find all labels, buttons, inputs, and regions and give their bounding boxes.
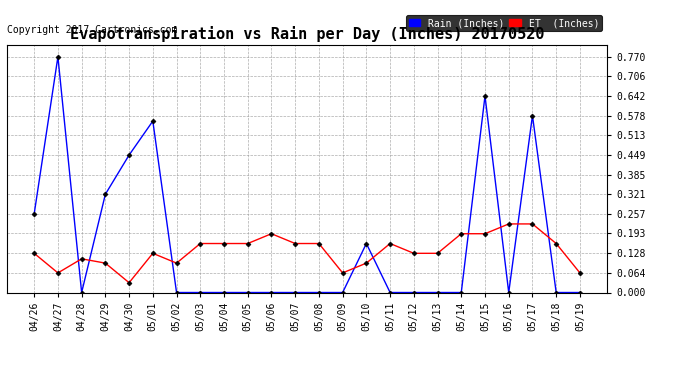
Text: Copyright 2017 Cartronics.com: Copyright 2017 Cartronics.com (7, 25, 177, 35)
Title: Evapotranspiration vs Rain per Day (Inches) 20170520: Evapotranspiration vs Rain per Day (Inch… (70, 27, 544, 42)
Legend: Rain (Inches), ET  (Inches): Rain (Inches), ET (Inches) (406, 15, 602, 31)
